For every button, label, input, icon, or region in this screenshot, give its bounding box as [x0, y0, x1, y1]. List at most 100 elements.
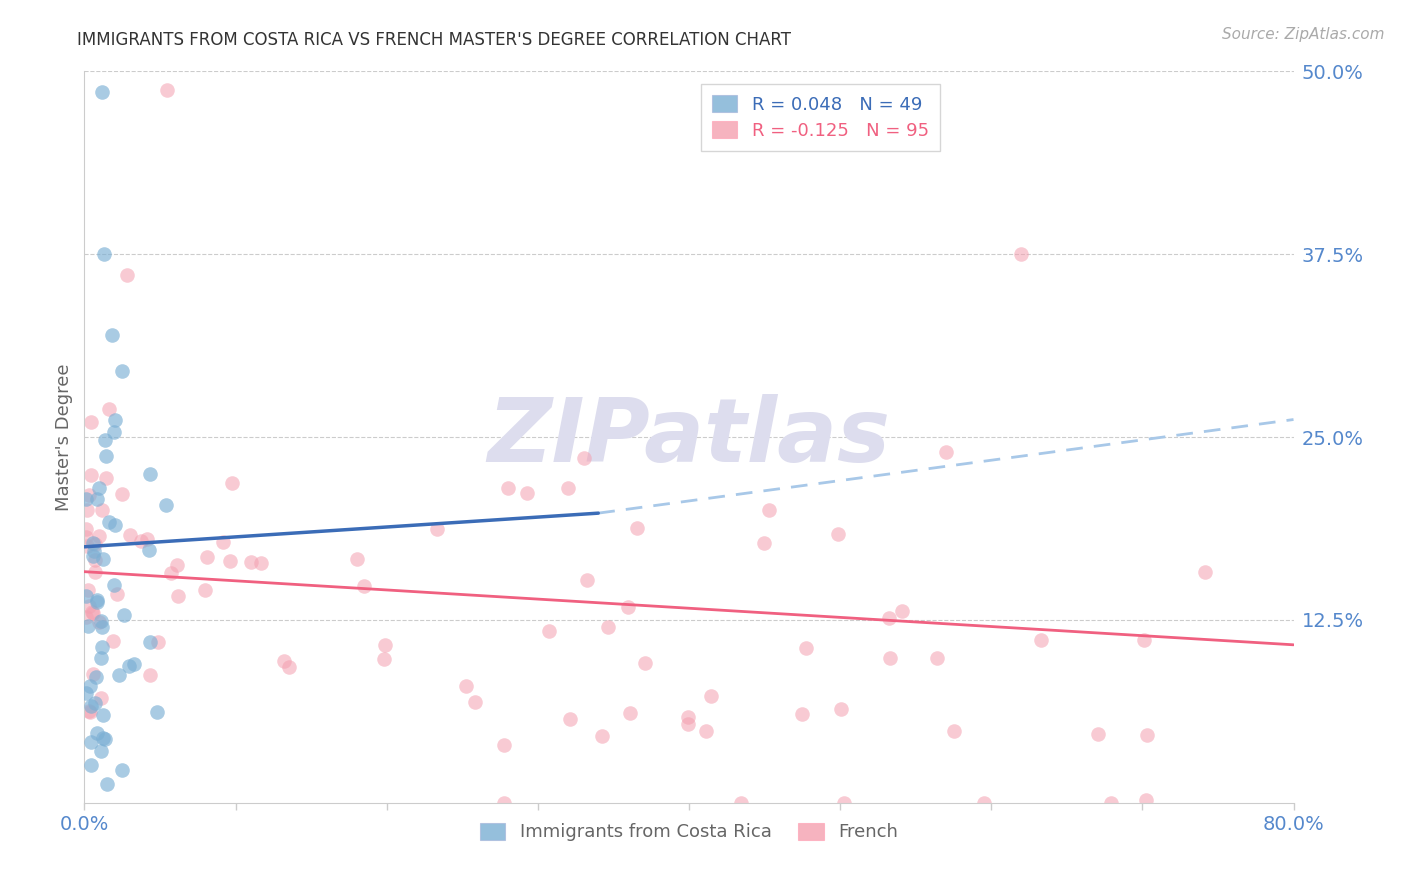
- Point: [619, 706, 641, 720]
- Point: [695, 724, 717, 739]
- Point: [426, 522, 449, 536]
- Point: [80, 467, 103, 482]
- Point: [90, 503, 112, 517]
- Point: [353, 579, 375, 593]
- Point: [75, 522, 97, 536]
- Point: [122, 657, 145, 672]
- Point: [83, 696, 105, 710]
- Point: [77, 488, 100, 502]
- Point: [617, 599, 640, 614]
- Point: [496, 481, 519, 495]
- Point: [167, 590, 190, 604]
- Text: ZIPatlas: ZIPatlas: [488, 393, 890, 481]
- Point: [557, 481, 579, 495]
- Point: [80, 605, 103, 619]
- Point: [94, 450, 117, 464]
- Point: [879, 650, 901, 665]
- Point: [138, 543, 160, 558]
- Point: [91, 640, 114, 654]
- Point: [1132, 632, 1154, 647]
- Point: [634, 657, 657, 671]
- Point: [492, 738, 515, 752]
- Point: [91, 552, 114, 566]
- Point: [98, 515, 121, 529]
- Point: [155, 499, 177, 513]
- Point: [82, 666, 104, 681]
- Point: [91, 85, 114, 99]
- Point: [86, 726, 108, 740]
- Point: [76, 582, 98, 597]
- Point: [935, 444, 957, 458]
- Point: [101, 633, 124, 648]
- Point: [942, 723, 965, 738]
- Point: [83, 565, 105, 579]
- Point: [94, 434, 117, 448]
- Point: [105, 586, 128, 600]
- Point: [75, 589, 97, 603]
- Point: [87, 481, 110, 495]
- Point: [575, 573, 598, 587]
- Point: [138, 635, 160, 649]
- Point: [139, 467, 162, 481]
- Point: [135, 532, 157, 546]
- Point: [79, 599, 101, 614]
- Point: [118, 528, 141, 542]
- Point: [790, 706, 813, 721]
- Point: [83, 553, 105, 567]
- Point: [79, 734, 101, 748]
- Point: [373, 652, 395, 666]
- Point: [195, 549, 218, 564]
- Point: [678, 710, 700, 724]
- Point: [160, 566, 183, 581]
- Point: [79, 705, 101, 719]
- Point: [100, 327, 122, 342]
- Point: [75, 530, 97, 544]
- Point: [79, 680, 101, 694]
- Point: [973, 796, 995, 810]
- Point: [752, 536, 775, 550]
- Point: [112, 608, 135, 623]
- Point: [104, 518, 127, 533]
- Point: [626, 520, 648, 534]
- Point: [830, 702, 852, 716]
- Point: [273, 654, 295, 668]
- Point: [890, 605, 912, 619]
- Point: [93, 731, 115, 746]
- Point: [111, 364, 134, 378]
- Point: [212, 535, 235, 549]
- Point: [827, 527, 849, 541]
- Point: [75, 491, 97, 506]
- Point: [76, 539, 98, 553]
- Point: [1011, 247, 1033, 261]
- Point: [1135, 793, 1157, 807]
- Point: [730, 796, 752, 810]
- Point: [93, 247, 115, 261]
- Point: [118, 658, 141, 673]
- Point: [925, 650, 948, 665]
- Point: [77, 704, 100, 718]
- Point: [516, 486, 538, 500]
- Point: [156, 83, 179, 97]
- Point: [80, 415, 103, 429]
- Point: [90, 620, 112, 634]
- Point: [82, 536, 104, 550]
- Point: [374, 638, 396, 652]
- Point: [76, 503, 98, 517]
- Point: [77, 619, 100, 633]
- Point: [115, 268, 138, 282]
- Point: [250, 556, 273, 570]
- Point: [90, 744, 112, 758]
- Point: [877, 611, 900, 625]
- Text: IMMIGRANTS FROM COSTA RICA VS FRENCH MASTER'S DEGREE CORRELATION CHART: IMMIGRANTS FROM COSTA RICA VS FRENCH MAS…: [77, 31, 792, 49]
- Point: [240, 555, 263, 569]
- Point: [103, 425, 125, 440]
- Point: [90, 614, 112, 628]
- Point: [1194, 565, 1216, 579]
- Point: [108, 667, 131, 681]
- Point: [129, 533, 152, 548]
- Point: [278, 660, 301, 674]
- Point: [558, 712, 581, 726]
- Point: [591, 729, 613, 743]
- Point: [492, 796, 515, 810]
- Point: [96, 471, 118, 485]
